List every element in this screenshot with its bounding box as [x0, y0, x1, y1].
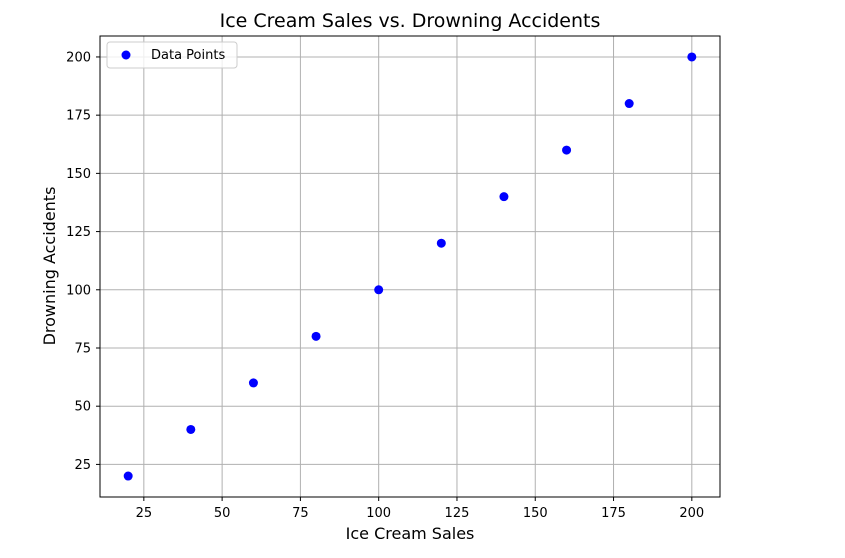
data-point: [248, 378, 258, 388]
y-tick-label: 50: [74, 400, 91, 415]
x-tick-label: 150: [523, 506, 548, 521]
chart-title: Ice Cream Sales vs. Drowning Accidents: [220, 10, 601, 32]
y-tick-label: 75: [74, 341, 91, 356]
y-tick-label: 200: [66, 50, 91, 65]
data-point: [436, 238, 446, 248]
legend-label: Data Points: [151, 48, 225, 63]
data-point: [562, 145, 572, 155]
data-point: [624, 99, 634, 109]
plot-area-frame: [99, 35, 721, 498]
x-axis-label: Ice Cream Sales: [346, 524, 475, 543]
y-tick-label: 25: [74, 458, 91, 473]
x-tick-label: 50: [214, 506, 231, 521]
data-point: [687, 52, 697, 62]
data-point: [123, 471, 133, 481]
y-axis-ticks: 25 50 75 100 125 150 175 200: [66, 50, 100, 473]
x-tick-label: 200: [679, 506, 704, 521]
x-tick-label: 25: [136, 506, 153, 521]
x-tick-label: 125: [445, 506, 470, 521]
grid-lines: [100, 36, 720, 497]
legend-box: [106, 41, 238, 69]
legend-marker: [121, 50, 131, 60]
data-point: [374, 285, 384, 295]
y-tick-label: 175: [66, 109, 91, 124]
x-axis-ticks: 25 50 75 100 125 150 175 200: [136, 497, 704, 521]
y-tick-label: 150: [66, 167, 91, 182]
y-tick-label: 125: [66, 225, 91, 240]
data-points: [123, 52, 697, 481]
data-point: [311, 331, 321, 341]
x-tick-label: 75: [292, 506, 309, 521]
legend: Data Points: [106, 41, 238, 69]
x-tick-label: 175: [601, 506, 626, 521]
x-tick-label: 100: [366, 506, 391, 521]
y-axis-label: Drowning Accidents: [40, 187, 59, 346]
data-point: [186, 424, 196, 434]
y-tick-label: 100: [66, 283, 91, 298]
data-point: [499, 192, 509, 202]
